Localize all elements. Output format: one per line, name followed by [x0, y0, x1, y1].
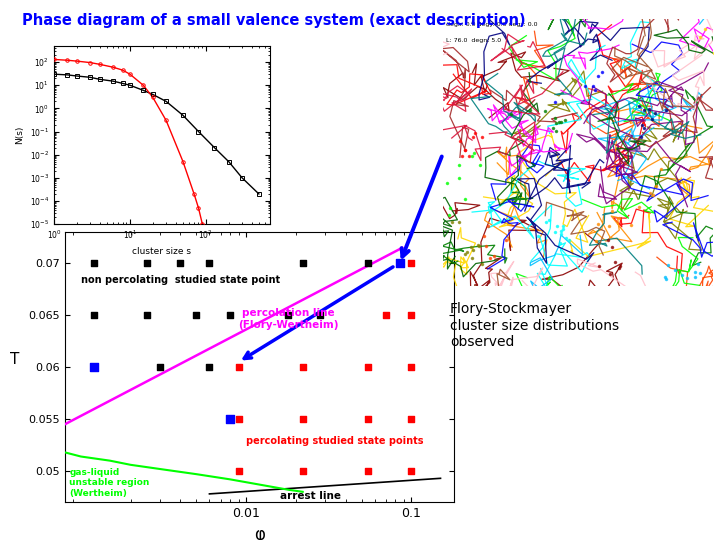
Point: [225, 415, 236, 423]
Point: [405, 259, 417, 268]
Text: percolation line
(Flory-Wertheim): percolation line (Flory-Wertheim): [238, 308, 338, 330]
Y-axis label: T: T: [10, 352, 19, 367]
Point: [191, 311, 202, 320]
Point: [394, 259, 405, 268]
Point: [363, 415, 374, 423]
Text: non percolating  studied state point: non percolating studied state point: [81, 275, 280, 285]
Point: [154, 363, 166, 372]
Point: [405, 363, 417, 372]
Point: [405, 467, 417, 475]
Text: degx: 0.0 degy: 0.0 degz: 0.0: degx: 0.0 degy: 0.0 degz: 0.0: [446, 22, 537, 26]
X-axis label: cluster size s: cluster size s: [132, 247, 192, 256]
Point: [233, 415, 244, 423]
Point: [204, 363, 215, 372]
Point: [405, 415, 417, 423]
Point: [297, 259, 308, 268]
Point: [88, 363, 99, 372]
Point: [88, 311, 99, 320]
Point: [204, 259, 215, 268]
Text: Phase diagram of a small valence system (exact description): Phase diagram of a small valence system …: [22, 14, 525, 29]
Point: [363, 259, 374, 268]
Point: [233, 467, 244, 475]
Point: [88, 259, 99, 268]
Point: [405, 311, 417, 320]
Point: [297, 363, 308, 372]
Point: [225, 311, 236, 320]
Point: [141, 259, 153, 268]
Text: percolating studied state points: percolating studied state points: [246, 436, 423, 446]
Point: [297, 415, 308, 423]
Point: [174, 259, 186, 268]
Point: [363, 363, 374, 372]
Point: [233, 363, 244, 372]
Text: arrest line: arrest line: [280, 490, 341, 501]
Point: [363, 467, 374, 475]
Point: [141, 311, 153, 320]
Y-axis label: N(s): N(s): [15, 126, 24, 144]
Text: L: 76.0  degn: 5.0: L: 76.0 degn: 5.0: [446, 38, 500, 43]
Point: [297, 467, 308, 475]
Point: [282, 311, 294, 320]
Text: gas-liquid
unstable region
(Wertheim): gas-liquid unstable region (Wertheim): [69, 468, 150, 498]
Point: [314, 311, 325, 320]
X-axis label: φ: φ: [253, 525, 265, 540]
Text: Flory-Stockmayer
cluster size distributions
observed: Flory-Stockmayer cluster size distributi…: [450, 302, 619, 349]
Point: [380, 311, 392, 320]
